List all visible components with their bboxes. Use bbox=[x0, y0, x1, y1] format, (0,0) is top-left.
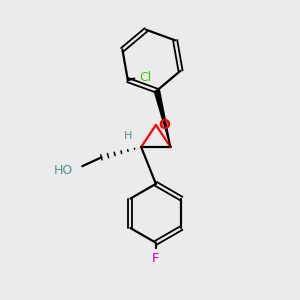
Text: O: O bbox=[158, 118, 170, 132]
Text: Cl: Cl bbox=[139, 71, 151, 84]
Text: H: H bbox=[124, 131, 132, 141]
Text: HO: HO bbox=[54, 164, 74, 177]
Polygon shape bbox=[154, 90, 171, 147]
Text: F: F bbox=[152, 252, 160, 265]
